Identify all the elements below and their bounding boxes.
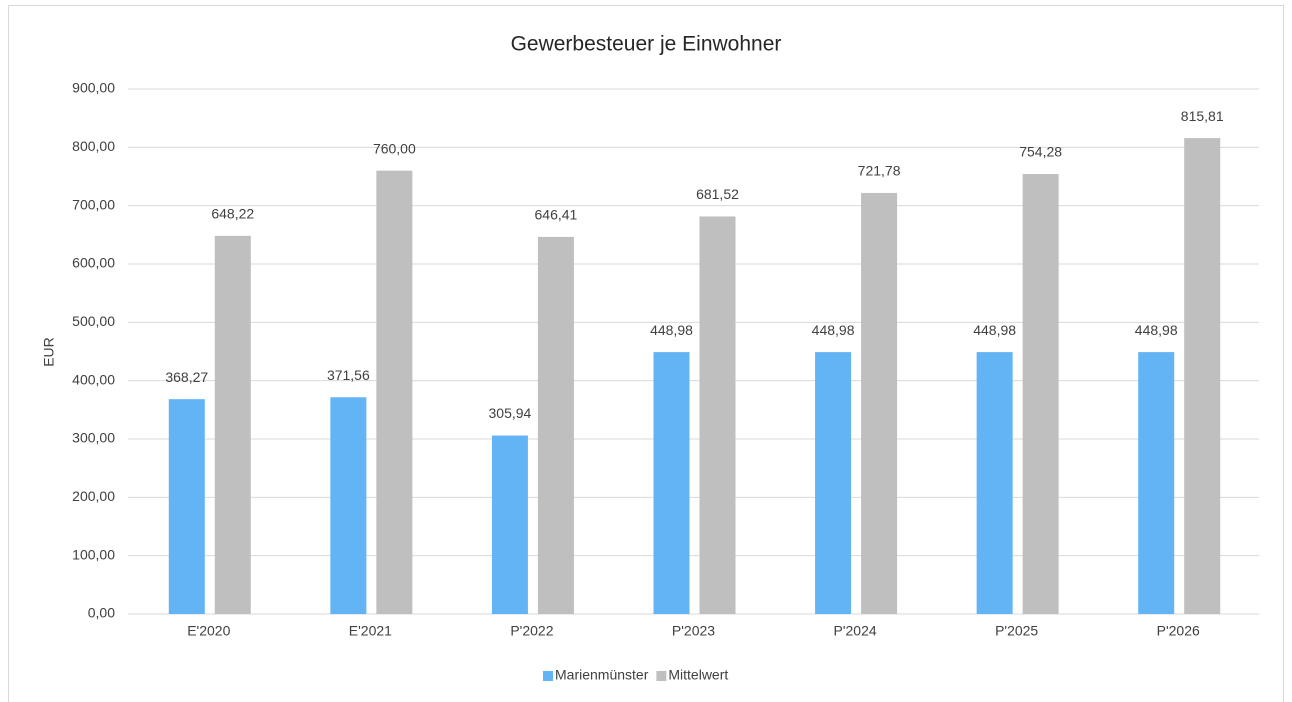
bar bbox=[976, 352, 1013, 614]
data-label: 448,98 bbox=[973, 322, 1016, 338]
data-label: 371,56 bbox=[327, 367, 370, 383]
data-label: 646,41 bbox=[535, 207, 578, 223]
data-label: 754,28 bbox=[1019, 144, 1062, 160]
data-label: 448,98 bbox=[1135, 322, 1178, 338]
bar bbox=[214, 235, 251, 614]
data-label: 721,78 bbox=[858, 163, 901, 179]
data-label: 448,98 bbox=[812, 322, 855, 338]
y-tick-label: 600,00 bbox=[72, 255, 115, 271]
data-label: 305,94 bbox=[489, 405, 532, 421]
legend-label: Marienmünster bbox=[555, 667, 649, 683]
x-tick-label: E'2021 bbox=[349, 623, 392, 639]
bar bbox=[376, 170, 413, 614]
y-tick-label: 900,00 bbox=[72, 80, 115, 96]
bar bbox=[1184, 138, 1221, 614]
x-tick-label: P'2023 bbox=[672, 623, 715, 639]
bar bbox=[1022, 174, 1059, 614]
legend-swatch bbox=[543, 671, 553, 681]
x-tick-label: P'2022 bbox=[510, 623, 553, 639]
legend-swatch bbox=[656, 671, 667, 681]
data-label: 368,27 bbox=[165, 369, 208, 385]
legend-label: Mittelwert bbox=[668, 667, 728, 683]
chart-title: Gewerbesteuer je Einwohner bbox=[511, 33, 782, 56]
y-tick-label: 500,00 bbox=[72, 313, 115, 329]
y-tick-label: 100,00 bbox=[72, 546, 115, 562]
x-tick-label: P'2025 bbox=[995, 623, 1038, 639]
bar bbox=[699, 216, 736, 615]
data-label: 648,22 bbox=[211, 206, 254, 222]
y-tick-label: 700,00 bbox=[72, 196, 115, 212]
bar bbox=[537, 236, 574, 615]
y-tick-label: 400,00 bbox=[72, 371, 115, 387]
y-tick-label: 0,00 bbox=[88, 605, 115, 621]
x-tick-label: P'2026 bbox=[1157, 623, 1200, 639]
y-tick-label: 200,00 bbox=[72, 488, 115, 504]
x-tick-label: P'2024 bbox=[833, 623, 876, 639]
bar bbox=[330, 397, 367, 614]
bar bbox=[1138, 352, 1175, 614]
data-label: 448,98 bbox=[650, 322, 693, 338]
data-label: 815,81 bbox=[1181, 108, 1224, 124]
bar bbox=[815, 352, 852, 614]
data-label: 760,00 bbox=[373, 140, 416, 156]
y-axis-label: EUR bbox=[41, 337, 57, 367]
y-tick-label: 300,00 bbox=[72, 430, 115, 446]
bar bbox=[491, 435, 528, 614]
bar bbox=[168, 399, 205, 614]
bar bbox=[861, 192, 898, 614]
x-tick-label: E'2020 bbox=[187, 623, 230, 639]
y-tick-label: 800,00 bbox=[72, 138, 115, 154]
bar bbox=[653, 352, 690, 614]
data-label: 681,52 bbox=[696, 186, 739, 202]
